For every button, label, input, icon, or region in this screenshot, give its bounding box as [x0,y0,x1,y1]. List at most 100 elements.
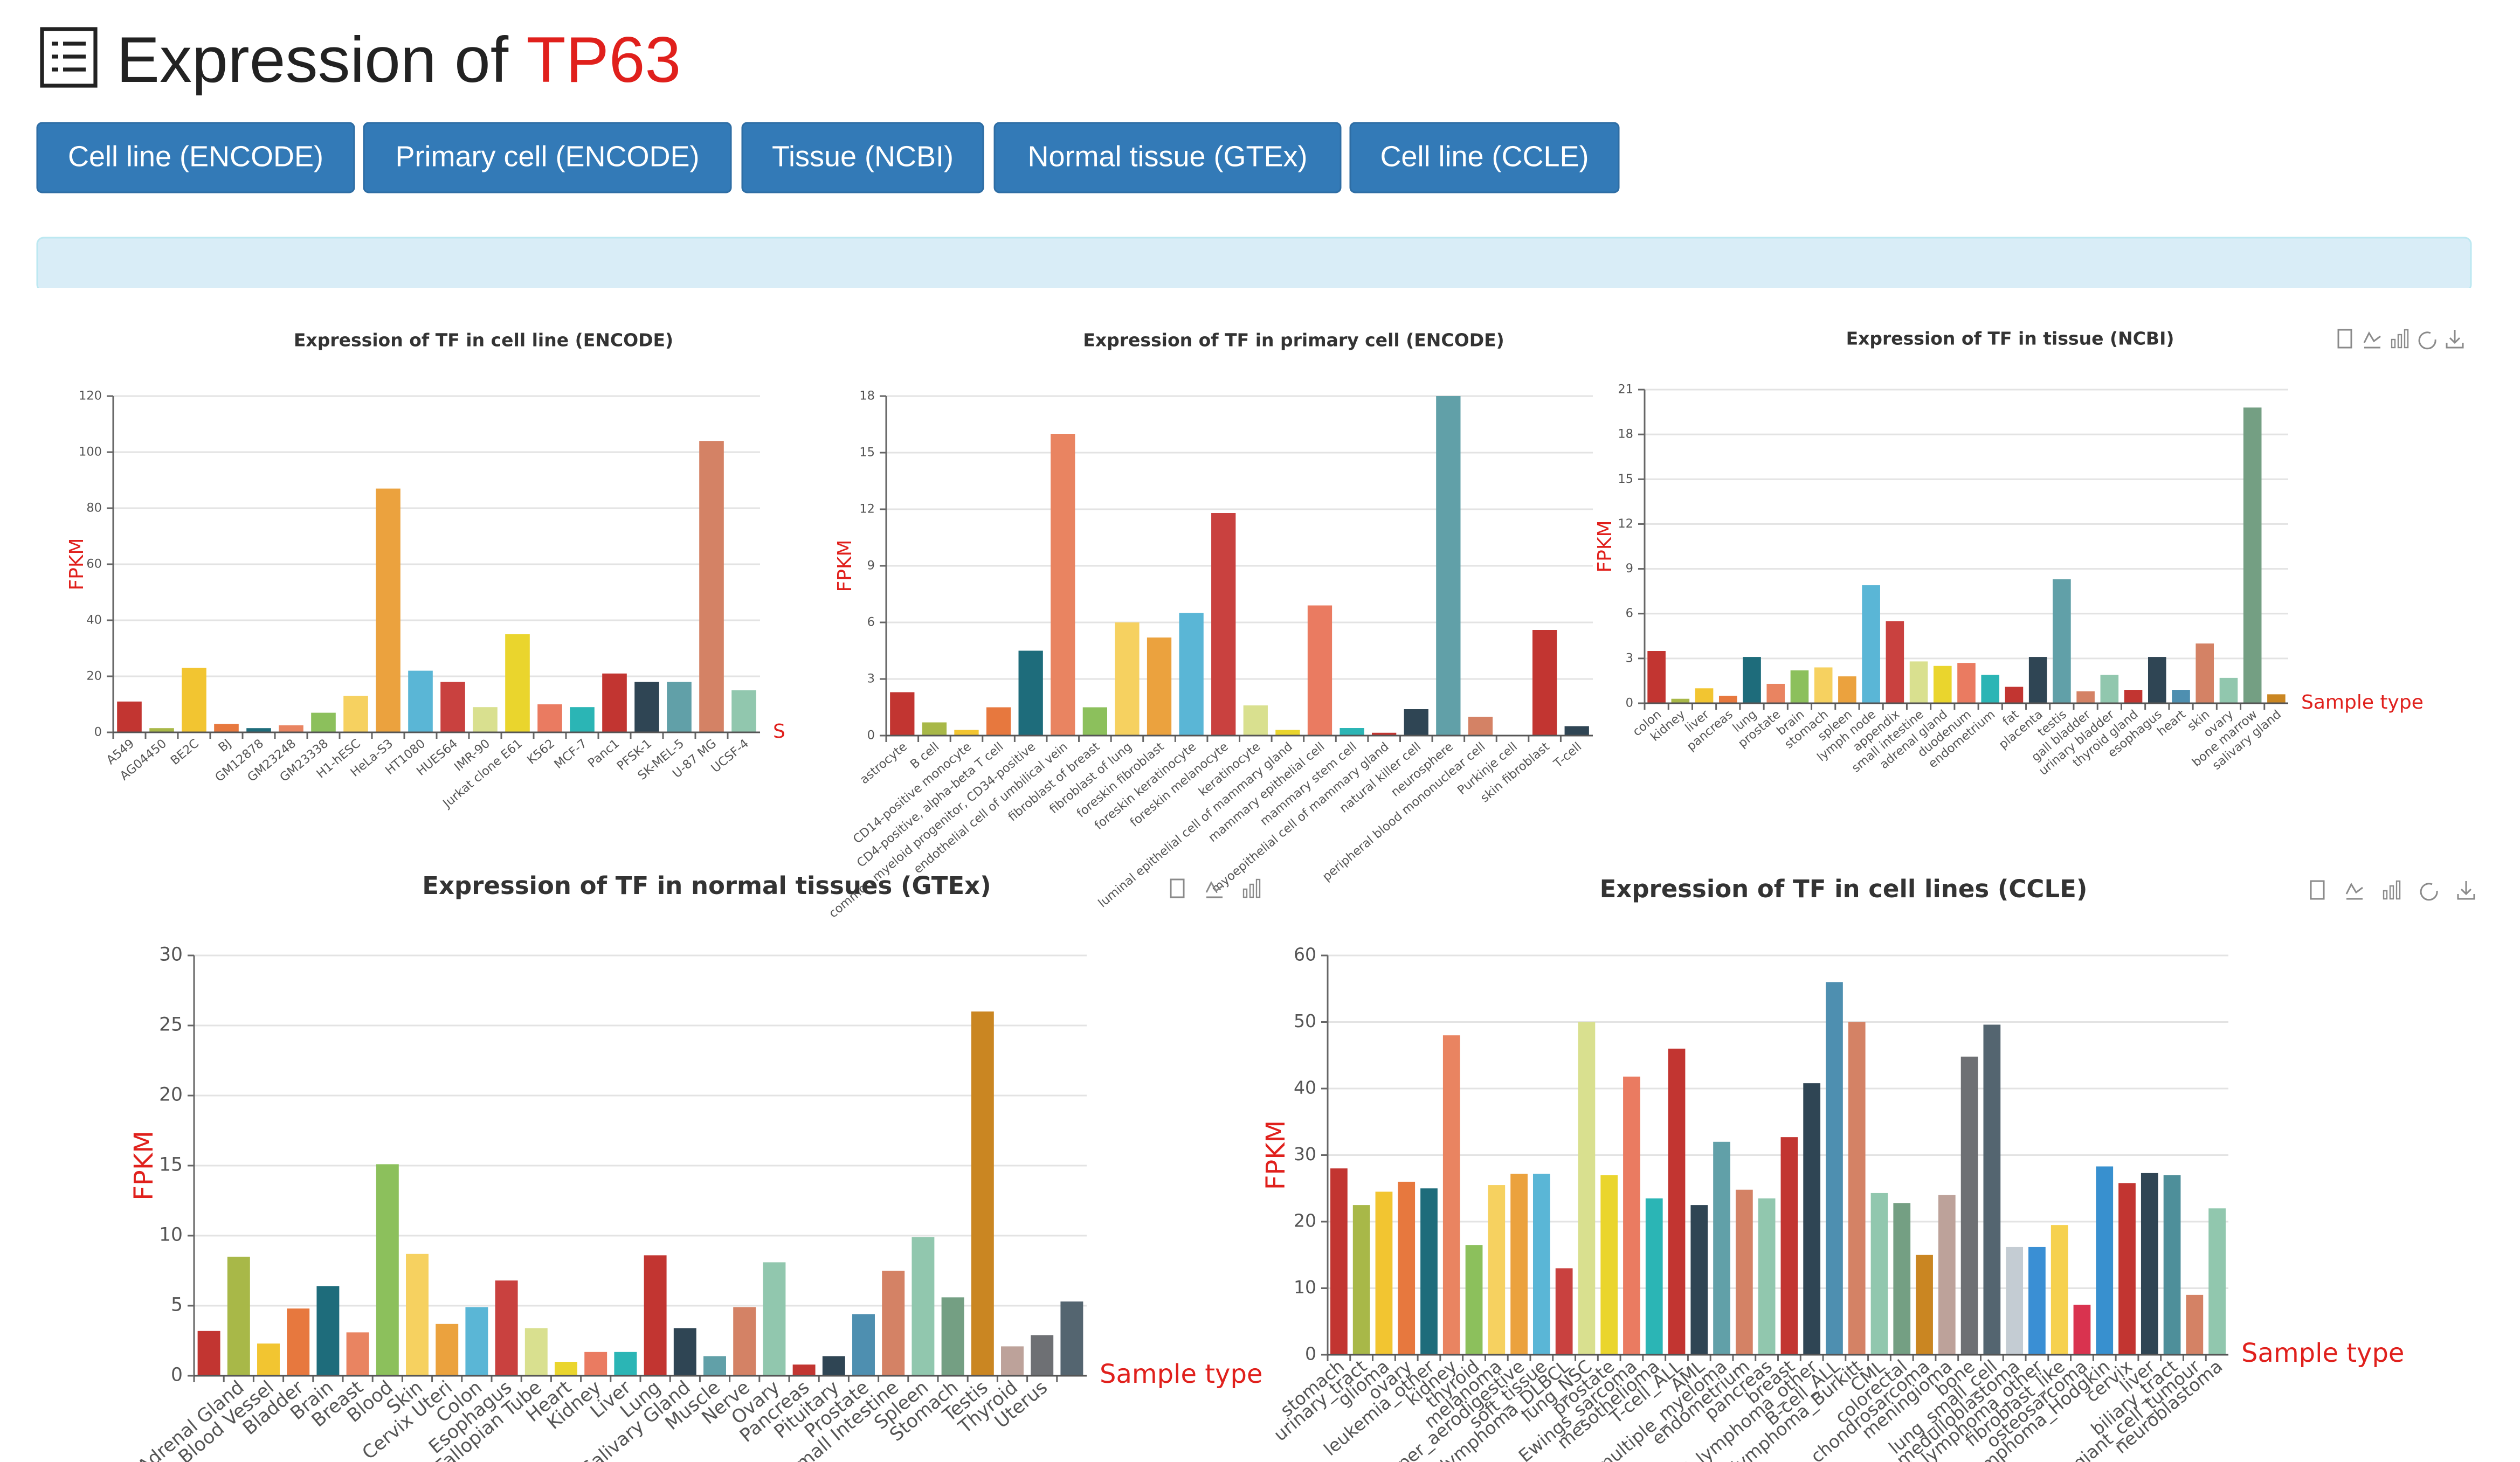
bar [1780,1137,1798,1355]
bar [1465,1245,1483,1355]
bar [1713,1141,1730,1355]
bar [2172,690,2190,704]
bar [584,1352,607,1376]
bar [440,682,465,733]
bar [408,670,433,733]
bar [2006,1246,2024,1355]
panel-cut [36,288,2473,298]
bar [1862,585,1880,704]
tab-button[interactable]: Normal tissue (GTEx) [993,122,1342,193]
bar [971,1011,994,1376]
bar [311,712,336,733]
bar [505,634,530,733]
bar [731,690,756,733]
bar [1870,1193,1888,1355]
bar [2096,1166,2114,1355]
bar [1275,730,1300,736]
bar [1981,675,2000,704]
bar [882,1271,905,1376]
bar [1179,613,1204,736]
bar [2076,691,2095,704]
bar [1532,1174,1550,1355]
bar [986,707,1011,736]
bar [2186,1294,2204,1355]
toolbar-icon [2391,338,2396,349]
bar [495,1280,518,1376]
bar [1211,513,1236,736]
bar [2163,1175,2181,1355]
bar [2148,657,2166,704]
y-tick-label: 0 [1305,1343,1316,1364]
y-tick-label: 10 [1294,1277,1316,1298]
bar [1933,666,1952,704]
tab-button[interactable]: Primary cell (ENCODE) [363,122,732,193]
bar [1352,1205,1370,1355]
panel-header [36,237,2472,292]
y-tick-label: 9 [867,559,875,573]
bar [614,1352,637,1376]
button-label[interactable]: Cell line (CCLE) [1380,140,1589,172]
y-axis-label: FPKM [1261,1120,1291,1190]
tab-buttons: Cell line (ENCODE) Primary cell (ENCODE) T… [36,122,1620,193]
button-label[interactable]: Normal tissue (GTEx) [1027,140,1307,172]
bar [941,1297,964,1376]
bar [1578,1022,1596,1355]
bar [279,725,303,733]
list-icon [40,27,98,88]
toolbar-icon [2395,880,2401,900]
tab-button[interactable]: Cell line (CCLE) [1349,122,1620,193]
button-bg[interactable] [36,122,355,193]
tab-button[interactable]: Tissue (NCBI) [741,122,984,193]
button-bg[interactable] [993,122,1342,193]
bar [1340,728,1364,736]
y-tick-label: 18 [859,389,875,403]
button-bg[interactable] [1349,122,1620,193]
bar [2050,1225,2068,1355]
bar [954,730,979,736]
bar [537,704,562,733]
button-label[interactable]: Cell line (ENCODE) [68,140,323,172]
button-bg[interactable] [363,122,732,193]
bar [257,1343,280,1376]
bar [2267,694,2286,704]
bar [1735,1189,1753,1355]
page-title: Expression of TP63 [116,24,681,96]
bar [570,707,595,733]
bar [1848,1022,1866,1355]
bar [1001,1346,1024,1376]
bar [2118,1183,2136,1355]
bar [1147,638,1172,736]
bar [1893,1203,1911,1355]
toolbar-icon [2310,880,2325,900]
bar [1983,1024,2001,1355]
bar [1404,709,1428,736]
button-label[interactable]: Primary cell (ENCODE) [395,140,699,172]
button-label[interactable]: Tissue (NCBI) [772,140,954,172]
bar [1960,1056,1978,1355]
bar [1564,726,1589,736]
bar [1307,605,1333,736]
y-tick-label: 80 [86,501,102,515]
toolbar-icon [1255,878,1261,898]
bar [1375,1191,1393,1355]
bar [1695,688,1714,704]
bar [1916,1255,1933,1355]
bar [890,692,915,736]
tab-button[interactable]: Cell line (ENCODE) [36,122,355,193]
button-bg[interactable] [741,122,984,193]
toolbar-icon [2389,885,2394,900]
toolbar-icon [1170,878,1185,898]
y-tick-label: 20 [159,1084,183,1106]
y-tick-label: 21 [1618,383,1633,397]
bar [214,724,239,733]
toolbar-icon [2420,883,2438,901]
bar [1600,1175,1618,1355]
y-tick-label: 0 [867,729,875,743]
y-tick-label: 18 [1618,427,1633,441]
bar [1623,1076,1640,1355]
y-tick-label: 60 [1294,944,1316,965]
bar [1510,1174,1528,1355]
y-tick-label: 25 [159,1014,183,1036]
bar [117,701,142,733]
bar [644,1255,667,1376]
